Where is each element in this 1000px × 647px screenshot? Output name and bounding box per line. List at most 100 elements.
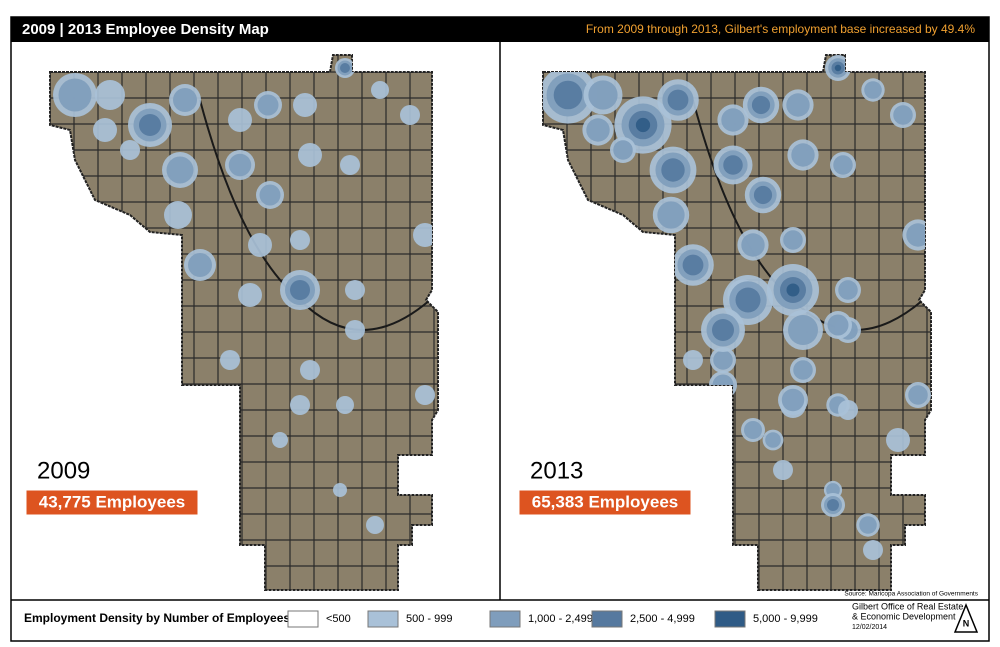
legend-label: <500 xyxy=(326,613,351,625)
density-blob xyxy=(859,516,877,534)
legend-swatch xyxy=(489,610,521,628)
density-blob xyxy=(635,117,651,133)
density-blob xyxy=(657,201,685,229)
title: 2009 | 2013 Employee Density Map xyxy=(22,21,269,38)
map-panel: 2009 43,775 Employees xyxy=(25,54,439,591)
legend-swatch xyxy=(591,610,623,628)
employee-count: 43,775 Employees xyxy=(39,492,185,511)
density-blob xyxy=(827,499,839,511)
density-blob xyxy=(290,395,310,415)
density-blob xyxy=(906,223,930,247)
density-blob xyxy=(164,201,192,229)
density-blob xyxy=(826,483,840,497)
density-blob xyxy=(336,396,354,414)
density-blob xyxy=(744,421,762,439)
density-blob xyxy=(893,105,913,125)
density-blob xyxy=(333,483,347,497)
density-blob xyxy=(683,350,703,370)
density-blob xyxy=(298,143,322,167)
density-blob xyxy=(340,155,360,175)
legend-swatch xyxy=(287,610,319,628)
density-blob xyxy=(293,93,317,117)
density-blob xyxy=(120,140,140,160)
density-blob xyxy=(188,253,212,277)
map-panel: 2013 65,383 Employees xyxy=(518,54,932,591)
density-blob xyxy=(228,153,252,177)
org-line1: Gilbert Office of Real Estate xyxy=(852,601,963,611)
subtitle: From 2009 through 2013, Gilbert's employ… xyxy=(586,22,976,36)
date: 12/02/2014 xyxy=(852,624,887,631)
density-blob xyxy=(345,280,365,300)
legend-label: 2,500 - 4,999 xyxy=(630,613,695,625)
density-blob xyxy=(400,105,420,125)
density-blob xyxy=(781,388,805,412)
density-blob xyxy=(613,140,633,160)
legend-title: Employment Density by Number of Employee… xyxy=(24,611,294,625)
density-blob xyxy=(228,108,252,132)
density-blob xyxy=(864,81,882,99)
employee-box xyxy=(25,489,199,516)
density-blob xyxy=(886,428,910,452)
employee-box xyxy=(518,489,692,516)
density-blob xyxy=(765,432,781,448)
density-blob xyxy=(735,287,761,313)
org-line2: & Economic Development xyxy=(852,611,956,621)
density-blob xyxy=(834,64,842,72)
legend: <500 500 - 999 1,000 - 2,499 2,500 - 4,999 5… xyxy=(287,610,818,628)
density-blob xyxy=(139,114,161,136)
density-blob xyxy=(259,184,281,206)
density-blob xyxy=(838,280,858,300)
density-blob xyxy=(827,314,849,336)
density-blob xyxy=(791,143,815,167)
density-blob xyxy=(413,223,437,247)
density-blob xyxy=(753,185,773,205)
map-year: 2013 xyxy=(530,457,583,484)
density-blob xyxy=(833,155,853,175)
density-blob xyxy=(586,118,610,142)
density-blob xyxy=(908,385,928,405)
density-blob xyxy=(712,319,734,341)
legend-label: 500 - 999 xyxy=(406,613,452,625)
density-blob xyxy=(863,540,883,560)
density-blob xyxy=(682,254,704,276)
density-blob xyxy=(58,78,92,112)
source: Source: Maricopa Association of Governme… xyxy=(844,591,978,598)
svg-text:N: N xyxy=(963,618,970,628)
density-blob xyxy=(415,385,435,405)
density-blob xyxy=(751,95,771,115)
density-blob xyxy=(788,315,818,345)
density-blob xyxy=(220,350,240,370)
town-area xyxy=(49,54,439,591)
density-blob xyxy=(173,88,197,112)
density-blob xyxy=(553,80,583,110)
density-blob xyxy=(713,350,733,370)
density-blob xyxy=(272,432,288,448)
density-blob xyxy=(166,156,194,184)
density-blob xyxy=(93,118,117,142)
employee-count: 65,383 Employees xyxy=(532,492,678,511)
density-blob xyxy=(248,233,272,257)
density-blob xyxy=(667,89,689,111)
density-blob xyxy=(345,320,365,340)
density-blob xyxy=(721,108,745,132)
density-blob xyxy=(741,233,765,257)
density-blob xyxy=(838,400,858,420)
legend-label: 5,000 - 9,999 xyxy=(753,613,818,625)
density-blob xyxy=(290,280,310,300)
legend-swatch xyxy=(367,610,399,628)
density-blob xyxy=(238,283,262,307)
density-blob xyxy=(793,360,813,380)
density-blob xyxy=(290,230,310,250)
density-blob xyxy=(340,63,350,73)
density-blob xyxy=(300,360,320,380)
north-arrow: N xyxy=(953,603,979,633)
density-blob xyxy=(371,81,389,99)
header-bar xyxy=(11,17,989,42)
density-blob xyxy=(95,80,125,110)
density-blob xyxy=(773,460,793,480)
density-blob xyxy=(723,155,743,175)
legend-swatch xyxy=(714,610,746,628)
density-blob xyxy=(783,230,803,250)
density-blob xyxy=(661,158,685,182)
